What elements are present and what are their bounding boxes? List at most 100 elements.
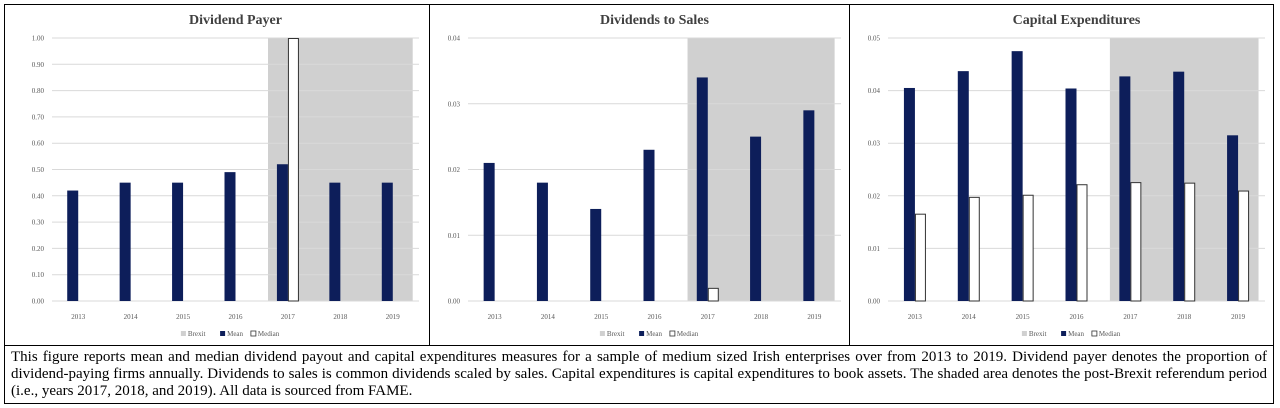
bar-median-2018 — [1184, 182, 1196, 302]
legend-label-brexit: Brexit — [1029, 330, 1047, 338]
y-tick-label: 0.00 — [32, 298, 45, 306]
figure-caption: This figure reports mean and median divi… — [5, 345, 1273, 403]
bar-mean-2016 — [224, 172, 236, 301]
x-tick-label: 2015 — [176, 313, 191, 321]
legend-label-mean: Mean — [227, 330, 243, 338]
figure-frame: Dividend Payer 0.00 0.10 0.20 0.30 0.40 0.50 0.… — [4, 4, 1274, 404]
y-tick-label: 0.04 — [448, 35, 461, 43]
chart-title: Dividend Payer — [189, 13, 282, 28]
x-tick-label: 2017 — [701, 313, 716, 321]
y-tick-label: 0.60 — [32, 140, 45, 148]
y-tick-label: 0.00 — [448, 298, 461, 306]
legend-swatch-median — [1091, 330, 1098, 337]
bar-mean-2018 — [750, 136, 762, 301]
y-tick-label: 0.02 — [448, 166, 461, 174]
legend-label-median: Median — [1099, 330, 1121, 338]
chart-title: Dividends to Sales — [600, 13, 709, 28]
chart-capital-expenditures: Capital Expenditures 0.00 0.01 0.02 0.03 0.04… — [868, 13, 1265, 338]
x-tick-label: 2017 — [281, 313, 296, 321]
y-tick-label: 0.04 — [868, 87, 881, 95]
x-tick-label: 2019 — [807, 313, 822, 321]
bar-mean-2014 — [119, 182, 131, 301]
bar-median-2017 — [1130, 182, 1142, 302]
bar-mean-2017 — [1119, 76, 1131, 301]
y-tick-label: 0.03 — [448, 100, 461, 108]
y-tick-label: 0.30 — [32, 219, 45, 227]
y-tick-label: 0.90 — [32, 61, 45, 69]
bar-mean-2019 — [381, 182, 393, 301]
bar-mean-2013 — [483, 162, 495, 301]
chart-dividends-to-sales: Dividends to Sales 0.00 0.01 0.02 0.03 0.04 20… — [448, 13, 841, 338]
y-tick-label: 0.80 — [32, 87, 45, 95]
bar-median-2019 — [1238, 190, 1250, 302]
x-tick-label: 2014 — [962, 313, 977, 321]
bar-median-2016 — [1076, 184, 1088, 302]
y-tick-label: 0.10 — [32, 271, 45, 279]
bar-mean-2015 — [172, 182, 184, 301]
legend-label-median: Median — [677, 330, 699, 338]
bar-mean-2019 — [803, 110, 815, 301]
x-tick-label: 2016 — [648, 313, 663, 321]
bar-mean-2016 — [1065, 88, 1077, 301]
x-tick-label: 2013 — [908, 313, 923, 321]
y-tick-label: 0.00 — [868, 298, 881, 306]
y-tick-label: 0.50 — [32, 166, 45, 174]
legend-label-median: Median — [258, 330, 280, 338]
bar-mean-2018 — [1173, 71, 1185, 301]
chart-title: Capital Expenditures — [1013, 13, 1141, 28]
bar-median-2015 — [1022, 194, 1034, 302]
legend-swatch-median — [250, 330, 257, 337]
legend-swatch-mean — [639, 331, 645, 336]
y-tick-label: 0.02 — [868, 192, 881, 200]
bar-mean-2014 — [536, 182, 548, 301]
x-tick-label: 2015 — [1016, 313, 1031, 321]
bar-mean-2017 — [276, 164, 288, 301]
legend-label-brexit: Brexit — [188, 330, 206, 338]
bar-mean-2013 — [903, 87, 915, 301]
bar-mean-2018 — [329, 182, 341, 301]
bar-mean-2019 — [1227, 135, 1239, 301]
bar-mean-2017 — [696, 77, 708, 301]
bar-mean-2014 — [957, 71, 969, 301]
x-tick-label: 2016 — [229, 313, 244, 321]
bar-mean-2016 — [643, 149, 655, 301]
legend-label-brexit: Brexit — [607, 330, 625, 338]
x-tick-label: 2018 — [1177, 313, 1192, 321]
y-tick-label: 0.40 — [32, 192, 45, 200]
x-tick-label: 2015 — [594, 313, 609, 321]
x-tick-label: 2018 — [754, 313, 769, 321]
chart-panel-dividend-payer: Dividend Payer 0.00 0.10 0.20 0.30 0.40 0.50 0.… — [5, 5, 430, 345]
y-tick-label: 0.03 — [868, 140, 881, 148]
legend-swatch-mean — [1061, 331, 1067, 336]
legend-label-mean: Mean — [646, 330, 662, 338]
legend-swatch-brexit — [180, 331, 186, 336]
x-tick-label: 2019 — [1231, 313, 1246, 321]
legend-swatch-median — [669, 330, 676, 337]
legend-swatch-mean — [220, 331, 226, 336]
x-tick-label: 2013 — [488, 313, 503, 321]
bar-median-2017 — [287, 38, 299, 302]
y-tick-label: 1.00 — [32, 35, 45, 43]
x-tick-label: 2014 — [124, 313, 139, 321]
x-tick-label: 2014 — [541, 313, 556, 321]
legend-swatch-brexit — [599, 331, 605, 336]
y-tick-label: 0.01 — [448, 232, 461, 240]
x-tick-label: 2013 — [71, 313, 86, 321]
bar-median-2013 — [914, 213, 926, 302]
x-tick-label: 2018 — [333, 313, 348, 321]
y-tick-label: 0.05 — [868, 35, 881, 43]
bar-median-2014 — [968, 196, 980, 302]
x-tick-label: 2019 — [386, 313, 401, 321]
x-tick-label: 2016 — [1070, 313, 1085, 321]
bar-median-2017 — [707, 287, 719, 302]
legend-label-mean: Mean — [1068, 330, 1084, 338]
bar-mean-2015 — [590, 208, 602, 301]
y-tick-label: 0.70 — [32, 113, 45, 121]
chart-panel-dividends-to-sales: Dividends to Sales 0.00 0.01 0.02 0.03 0.04 20… — [430, 5, 850, 345]
y-tick-label: 0.01 — [868, 245, 881, 253]
chart-dividend-payer: Dividend Payer 0.00 0.10 0.20 0.30 0.40 0.50 0.… — [32, 13, 419, 338]
bar-mean-2013 — [67, 190, 79, 301]
chart-panels: Dividend Payer 0.00 0.10 0.20 0.30 0.40 0.50 0.… — [5, 5, 1273, 345]
chart-panel-capital-expenditures: Capital Expenditures 0.00 0.01 0.02 0.03 0.04… — [850, 5, 1273, 345]
y-tick-label: 0.20 — [32, 245, 45, 253]
